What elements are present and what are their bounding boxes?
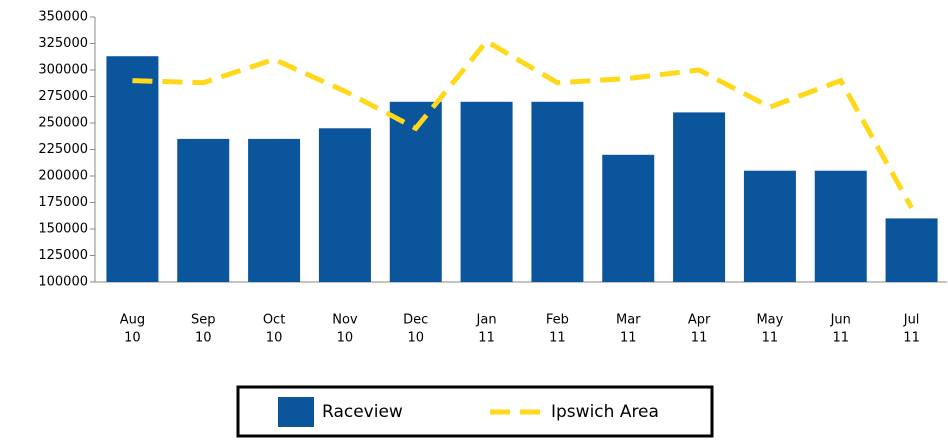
y-tick-label: 225000 xyxy=(38,142,88,157)
y-tick-label: 350000 xyxy=(38,10,88,25)
y-tick-label: 275000 xyxy=(38,89,88,104)
bar xyxy=(673,112,726,283)
x-tick-label: 11 xyxy=(478,331,495,346)
x-tick-label: Sep xyxy=(191,313,216,328)
y-tick-label: 300000 xyxy=(38,63,88,78)
y-tick-label: 125000 xyxy=(38,248,88,263)
x-tick-label: Jun xyxy=(830,313,851,328)
x-tick-label: Dec xyxy=(403,313,428,328)
x-tick-label: Apr xyxy=(688,313,711,328)
x-tick-label: Jul xyxy=(903,313,920,328)
y-tick-label: 200000 xyxy=(38,169,88,184)
x-tick-label: 11 xyxy=(832,331,849,346)
legend-box xyxy=(236,385,714,438)
y-tick-label: 250000 xyxy=(38,116,88,131)
x-tick-label: 11 xyxy=(903,331,920,346)
x-tick-label: 11 xyxy=(620,331,637,346)
bar xyxy=(177,138,230,282)
x-tick-label: Jan xyxy=(476,313,497,328)
y-tick-label: 175000 xyxy=(38,195,88,210)
y-tick-label: 325000 xyxy=(38,36,88,51)
x-tick-label: 10 xyxy=(124,331,141,346)
bar xyxy=(743,170,796,282)
x-tick-label: 10 xyxy=(407,331,424,346)
x-tick-label: 11 xyxy=(549,331,566,346)
x-tick-label: 10 xyxy=(337,331,354,346)
x-tick-label: Oct xyxy=(263,313,285,328)
x-tick-label: 11 xyxy=(762,331,779,346)
x-tick-label: Nov xyxy=(332,313,358,328)
bar xyxy=(389,101,442,282)
y-tick-label: 100000 xyxy=(38,275,88,290)
x-tick-label: May xyxy=(756,313,783,328)
bar xyxy=(885,218,938,282)
bar xyxy=(318,128,371,282)
bar xyxy=(460,101,513,282)
legend-label: Ipswich Area xyxy=(551,402,659,422)
bar xyxy=(106,56,159,282)
legend-label: Raceview xyxy=(322,402,403,422)
bar xyxy=(602,154,655,282)
bar xyxy=(814,170,867,282)
line xyxy=(132,38,914,210)
x-tick-label: Aug xyxy=(120,313,145,328)
x-tick-label: Feb xyxy=(546,313,569,328)
bar xyxy=(248,138,301,282)
x-tick-label: 11 xyxy=(691,331,708,346)
x-tick-label: Mar xyxy=(616,313,641,328)
bar xyxy=(531,101,584,282)
legend-swatch xyxy=(278,397,314,427)
x-tick-label: 10 xyxy=(266,331,283,346)
y-tick-label: 150000 xyxy=(38,222,88,237)
x-tick-label: 10 xyxy=(195,331,212,346)
